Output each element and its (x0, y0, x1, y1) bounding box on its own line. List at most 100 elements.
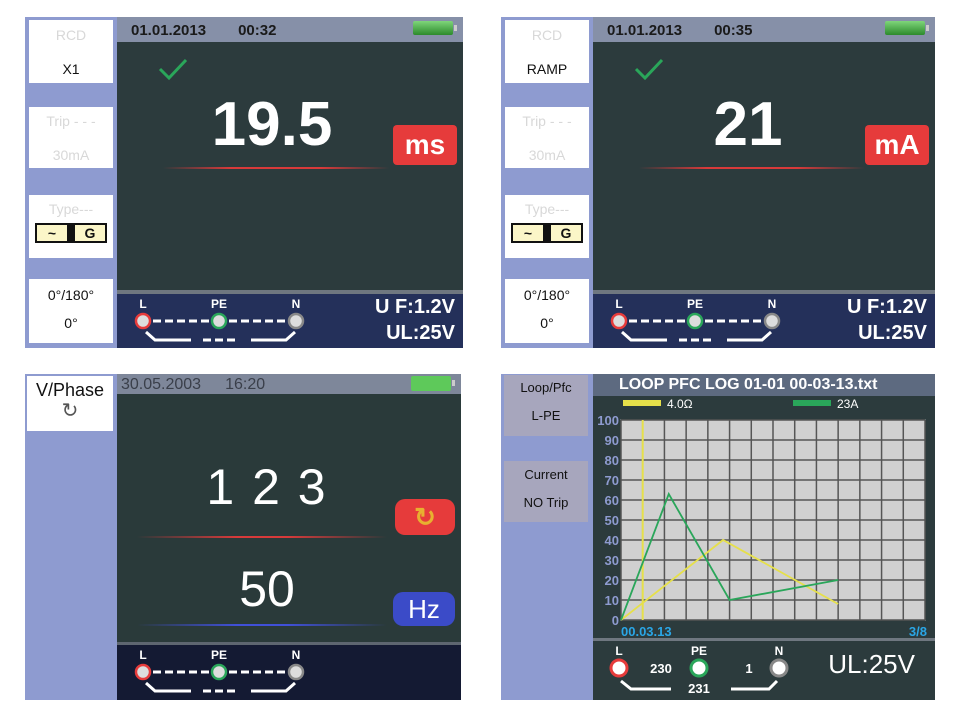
terminal-pe-icon (210, 312, 228, 330)
series-line-0 (620, 538, 839, 621)
terminal-label: L (139, 297, 146, 311)
y-tick-label: 40 (605, 533, 619, 548)
phase-panel: V/Phase ↻ 30.05.2003 16:20 1 2 3 ↻ 50 Hz L… (25, 374, 461, 700)
mode-value: X1 (62, 61, 80, 77)
pe-n-voltage: 1 (745, 661, 752, 676)
display: 01.01.2013 00:32 19.5 ms L PE N U F:1.2V UL… (117, 17, 463, 348)
wire-bottom-left (621, 330, 667, 342)
mode-box[interactable]: Loop/Pfc L-PE (504, 375, 588, 436)
rcd-panel-1: RCD X1 Trip - - -30mA Type--- ~ G 0°/180° 0°… (25, 17, 463, 348)
log-title: LOOP PFC LOG 01-01 00-03-13.txt (593, 374, 935, 396)
wire-bottom-left (145, 681, 191, 693)
terminal-label: N (292, 297, 301, 311)
battery-icon (413, 21, 457, 35)
terminal-label: PE (687, 297, 703, 311)
mode-label: Loop/Pfc (520, 380, 572, 395)
mode-box[interactable]: RCD RAMP (505, 20, 589, 83)
current-box[interactable]: Current NO Trip (504, 461, 588, 522)
y-tick-label: 0 (612, 613, 619, 628)
trip-label: Trip - - - (522, 113, 572, 129)
rcd-type-icon: ~ G (35, 223, 107, 243)
type-code: G (560, 225, 572, 241)
terminal-n-icon (287, 312, 305, 330)
phase-value: 0° (540, 315, 554, 331)
check-icon (634, 58, 664, 81)
terminal-l-icon (610, 312, 628, 330)
type-box[interactable]: Type--- ~ G (505, 195, 589, 258)
fault-voltage: U F:1.2V (846, 296, 927, 318)
trip-value: 30mA (528, 147, 566, 163)
date: 01.01.2013 (131, 22, 207, 39)
terminal-label: N (768, 297, 777, 311)
terminal-diagram: L PE N 230 231 1 (609, 644, 789, 696)
log-chart: 0 10 20 30 40 50 60 70 80 90 100 4.0Ω 23A (597, 397, 926, 628)
type-label: Type--- (524, 201, 570, 217)
wire-bottom-right (727, 330, 772, 342)
value-underline (639, 167, 865, 169)
mode-label: RCD (531, 27, 563, 43)
sequence-underline (137, 536, 387, 538)
terminal-bar: L PE N U F:1.2V UL:25V (593, 290, 935, 348)
terminal-bar: L PE N (117, 642, 461, 700)
start-time: 00.03.13 (621, 624, 672, 639)
loop-log-panel: Loop/Pfc L-PE Current NO Trip LOOP PFC LOG… (501, 374, 935, 700)
phase-box[interactable]: 0°/180° 0° (29, 279, 113, 343)
y-tick-label: 50 (605, 513, 619, 528)
terminal-label: PE (211, 648, 227, 662)
type-label: Type--- (48, 201, 94, 217)
status-bar: 30.05.2003 16:20 (117, 374, 461, 394)
legend-swatch (623, 400, 661, 406)
pe-value: 231 (688, 681, 710, 696)
date: 01.01.2013 (607, 22, 683, 39)
sidebar: V/Phase ↻ (25, 374, 117, 700)
trip-box[interactable]: Trip - - - 30mA (505, 107, 589, 168)
legend-swatch (793, 400, 831, 406)
terminal-pe-icon (686, 312, 704, 330)
unit-badge: ms (393, 125, 457, 165)
type-box[interactable]: Type--- ~ G (29, 195, 113, 258)
unit-badge: mA (865, 125, 929, 165)
wire-bottom-left (145, 330, 191, 342)
wire-bottom-right (251, 681, 296, 693)
battery-icon (411, 376, 455, 391)
terminal-l-icon (134, 663, 152, 681)
phase-label: 0°/180° (47, 287, 95, 303)
terminal-label: L (615, 644, 622, 658)
terminal-label: L (139, 648, 146, 662)
type-code: G (84, 225, 96, 241)
y-tick-label: 30 (605, 553, 619, 568)
status-bar: 01.01.2013 00:35 (593, 17, 935, 42)
unit-badge: Hz (393, 592, 455, 626)
trip-box[interactable]: Trip - - - 30mA (29, 107, 113, 168)
ac-wave-icon: ~ (523, 225, 533, 241)
display: LOOP PFC LOG 01-01 00-03-13.txt 0 10 20 30 4… (593, 374, 935, 700)
limit-voltage: UL:25V (858, 322, 927, 344)
mode-label: RCD (55, 27, 87, 43)
mode-box[interactable]: V/Phase ↻ (27, 376, 113, 431)
phase-box[interactable]: 0°/180° 0° (505, 279, 589, 343)
phase-rotation-icon: ↻ (61, 400, 79, 422)
limit-voltage: UL:25V (386, 322, 455, 344)
y-tick-label: 20 (605, 573, 619, 588)
terminal-label: L (615, 297, 622, 311)
mode-box[interactable]: RCD X1 (29, 20, 113, 83)
check-icon (158, 58, 188, 81)
terminal-diagram: L PE N (610, 297, 781, 342)
sidebar: RCD X1 Trip - - -30mA Type--- ~ G 0°/180° 0° (25, 17, 117, 348)
terminal-bar: L PE N 230 231 1 UL:25V (593, 638, 935, 700)
time: 00:35 (714, 22, 753, 39)
y-tick-label: 70 (605, 473, 619, 488)
terminal-pe-icon (689, 658, 709, 678)
page-indicator[interactable]: 3/8 (908, 624, 927, 639)
display: 30.05.2003 16:20 1 2 3 ↻ 50 Hz L PE N (117, 374, 461, 700)
phase-value: 0° (64, 315, 78, 331)
limit-voltage: UL:25V (828, 649, 915, 679)
legend-label: 4.0Ω (667, 397, 693, 411)
y-tick-label: 10 (605, 593, 619, 608)
terminal-l-icon (134, 312, 152, 330)
terminal-bar: L PE N U F:1.2V UL:25V (117, 290, 463, 348)
wire-bottom-left (620, 679, 671, 691)
sidebar: RCD RAMP Trip - - - 30mA Type--- ~ G 0°/180°… (501, 17, 593, 348)
battery-icon (885, 21, 929, 35)
phase-sequence: 1 2 3 (206, 459, 328, 515)
